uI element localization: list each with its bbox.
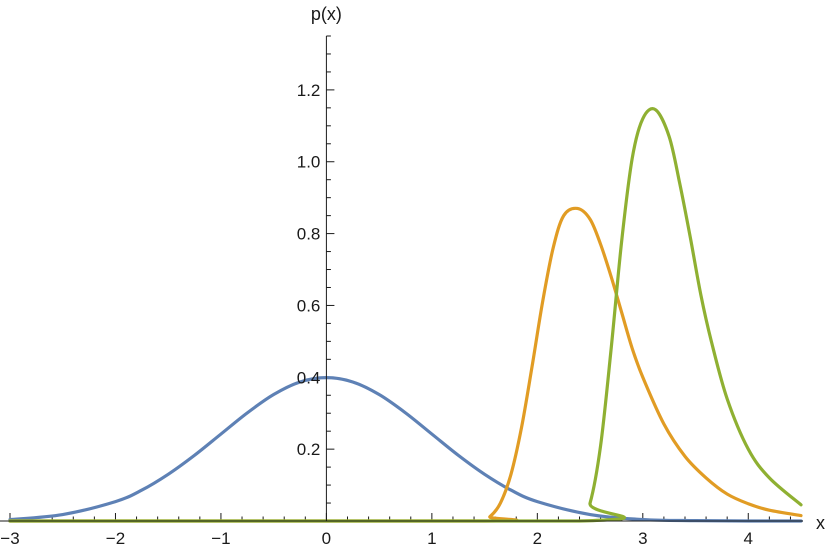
x-tick-label: 3 <box>638 529 647 546</box>
x-tick-label: −1 <box>211 529 230 546</box>
x-tick-label: 0 <box>322 529 331 546</box>
x-tick-label: 4 <box>744 529 753 546</box>
x-tick-label: 2 <box>533 529 542 546</box>
x-tick-label: −2 <box>106 529 125 546</box>
y-tick-label: 0.4 <box>297 368 321 387</box>
x-tick-label: 1 <box>427 529 436 546</box>
y-tick-label: 1.2 <box>297 81 321 100</box>
x-tick-label: −3 <box>0 529 19 546</box>
series-curves <box>8 107 803 523</box>
y-tick-label: 0.8 <box>297 225 321 244</box>
tick-labels: −3 −2 −1 0 1 2 3 4 0.2 0.4 0.6 0.8 1.0 1.2 <box>0 81 753 546</box>
x-axis-title: x <box>816 513 825 533</box>
y-tick-label: 0.2 <box>297 440 321 459</box>
tick-marks <box>9 35 791 521</box>
series-line-3 <box>8 107 803 523</box>
series-line-2 <box>8 206 803 523</box>
y-tick-label: 1.0 <box>297 153 321 172</box>
y-axis-title: p(x) <box>311 4 342 24</box>
y-tick-label: 0.6 <box>297 296 321 315</box>
series-line-1 <box>8 376 803 523</box>
